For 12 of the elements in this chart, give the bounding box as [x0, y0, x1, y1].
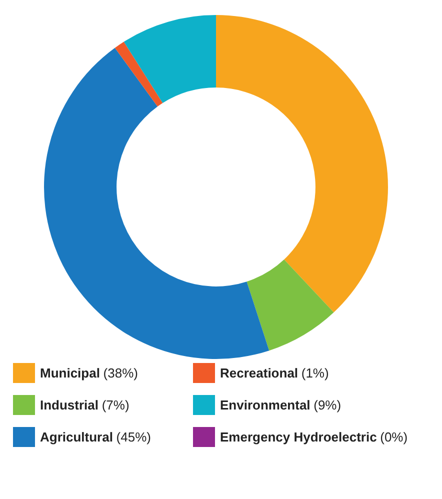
legend-label: Environmental — [220, 398, 310, 412]
data-label: (7%) — [102, 398, 130, 412]
data-label: (45%) — [116, 430, 151, 444]
data-label: (1%) — [301, 366, 329, 380]
data-label: (38%) — [103, 366, 138, 380]
legend-label: Agricultural — [40, 430, 113, 444]
text: (0%) — [380, 430, 408, 444]
legend-label: Municipal — [40, 366, 100, 380]
data-label: (9%) — [314, 398, 342, 412]
legend-label: Recreational — [220, 366, 298, 380]
legend-label: Emergency Hydroelectric — [220, 430, 377, 444]
legend-label: Industrial — [40, 398, 99, 412]
